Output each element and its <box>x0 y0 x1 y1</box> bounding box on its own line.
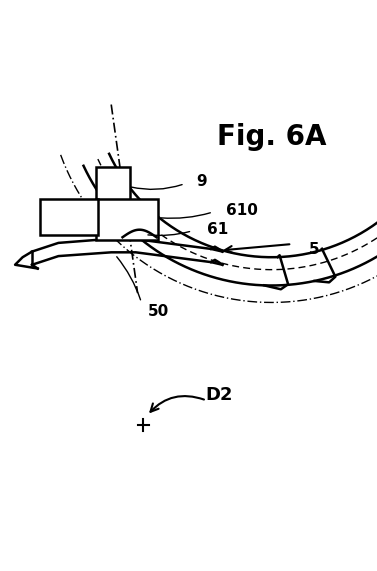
Bar <box>96 167 130 203</box>
Text: D2: D2 <box>205 386 233 404</box>
Text: Fig. 6A: Fig. 6A <box>217 123 326 151</box>
Text: 61: 61 <box>207 222 228 237</box>
Text: 610: 610 <box>226 203 258 218</box>
Text: 5: 5 <box>309 242 320 257</box>
Text: 9: 9 <box>196 174 207 190</box>
Bar <box>40 199 98 235</box>
Bar <box>96 199 158 240</box>
Text: 50: 50 <box>148 304 169 319</box>
